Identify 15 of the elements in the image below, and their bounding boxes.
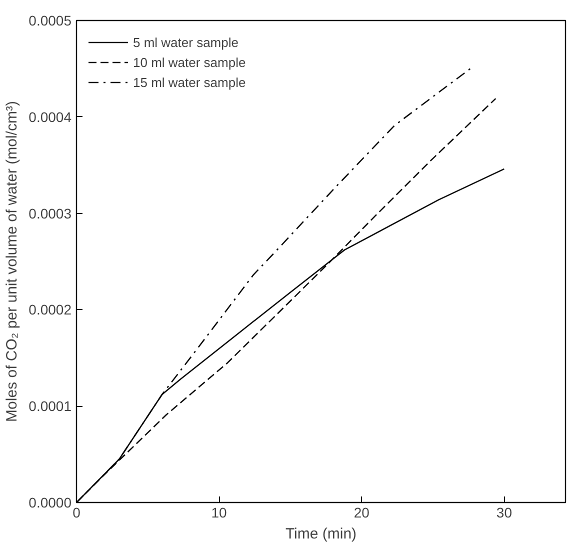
x-tick-label: 20 xyxy=(354,504,370,520)
y-tick-label: 0.0005 xyxy=(28,12,72,28)
x-tick-label: 30 xyxy=(496,504,512,520)
x-axis-title: Time (min) xyxy=(285,526,357,542)
y-tick-label: 0.0004 xyxy=(28,108,72,125)
y-tick-label: 0.0003 xyxy=(28,205,72,222)
y-tick-label: 0.0001 xyxy=(28,398,72,414)
x-tick-label: 10 xyxy=(211,504,228,520)
x-tick-label: 0 xyxy=(72,504,81,520)
y-tick-label: 0.0002 xyxy=(28,302,72,318)
legend-label: 15 ml water sample xyxy=(133,74,246,90)
legend-label: 5 ml water sample xyxy=(133,34,238,50)
legend-label: 10 ml water sample xyxy=(133,54,246,70)
y-tick-label: 0.0000 xyxy=(28,494,72,510)
y-axis-title: Moles of CO₂ per unit volume of water (mol/cm³) xyxy=(4,101,21,422)
